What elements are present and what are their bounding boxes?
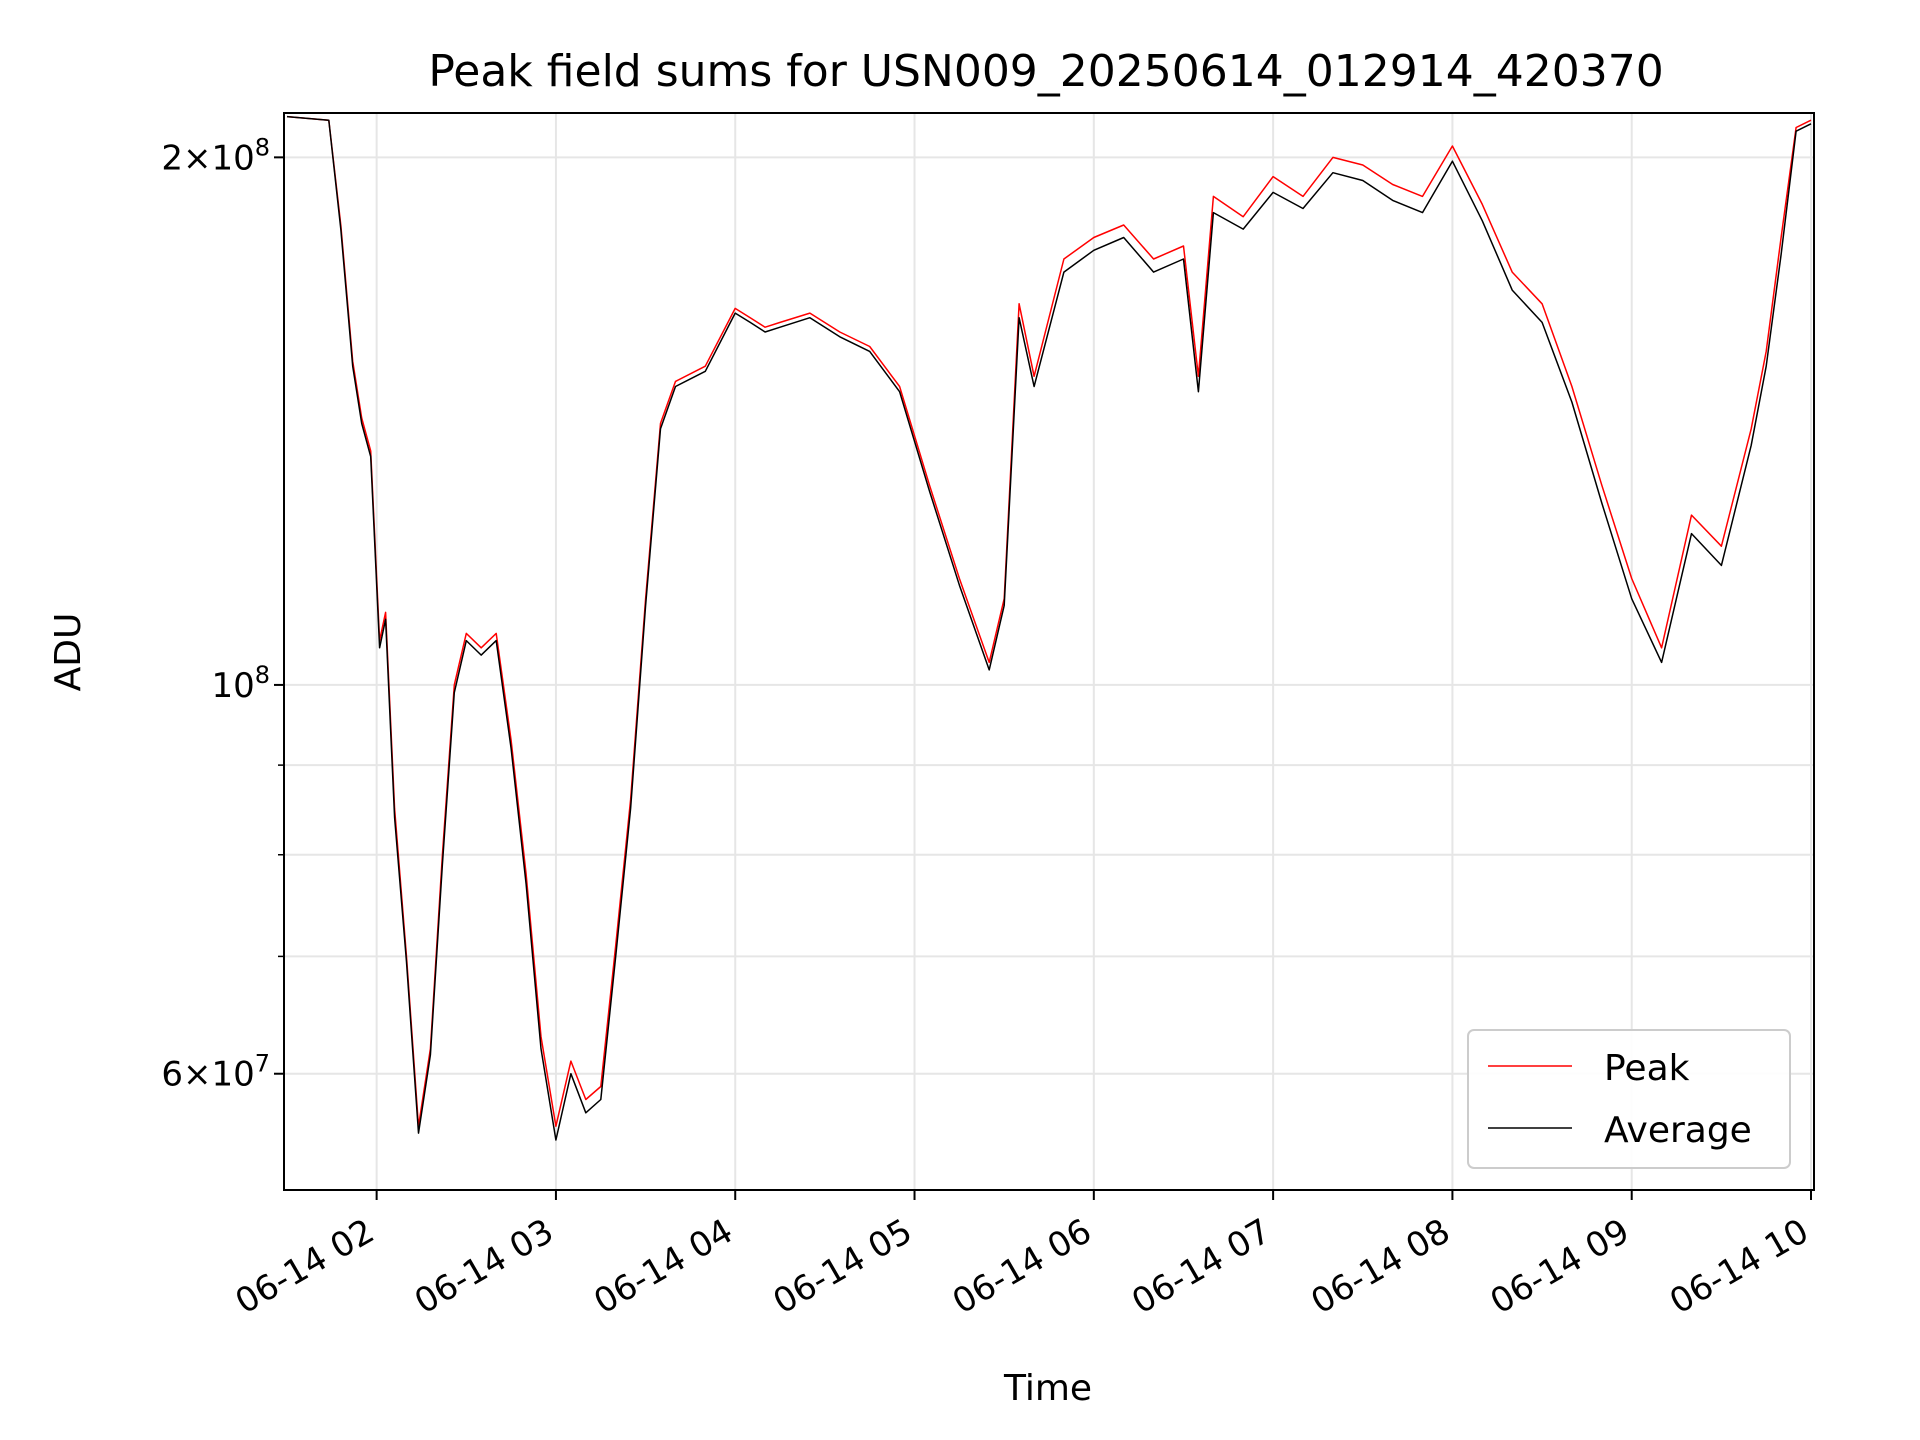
plot-frame (283, 112, 1815, 1191)
grid (284, 113, 1814, 1190)
legend: Peak Average (1467, 1029, 1791, 1169)
y-tick-base: 10 (211, 666, 254, 706)
y-tick-base: 2×10 (161, 138, 254, 178)
y-tick-exponent: 8 (255, 133, 270, 161)
legend-average-label: Average (1604, 1110, 1752, 1151)
y-tick-label: 6×107 (161, 1050, 270, 1095)
series-line-average (286, 115, 1812, 1141)
x-axis-label: Time (1003, 1368, 1092, 1409)
legend-peak-label: Peak (1604, 1048, 1690, 1089)
y-tick-exponent: 8 (255, 661, 270, 689)
y-tick-label: 2×108 (161, 133, 270, 178)
y-tick-exponent: 7 (255, 1050, 270, 1078)
y-axis-label: ADU (48, 613, 89, 692)
y-tick-label: 108 (211, 661, 270, 706)
y-tick-base: 6×10 (161, 1055, 254, 1095)
plot-area (286, 115, 1812, 1141)
legend-box (1467, 1029, 1791, 1169)
chart-title: Peak field sums for USN009_20250614_0129… (428, 46, 1663, 97)
